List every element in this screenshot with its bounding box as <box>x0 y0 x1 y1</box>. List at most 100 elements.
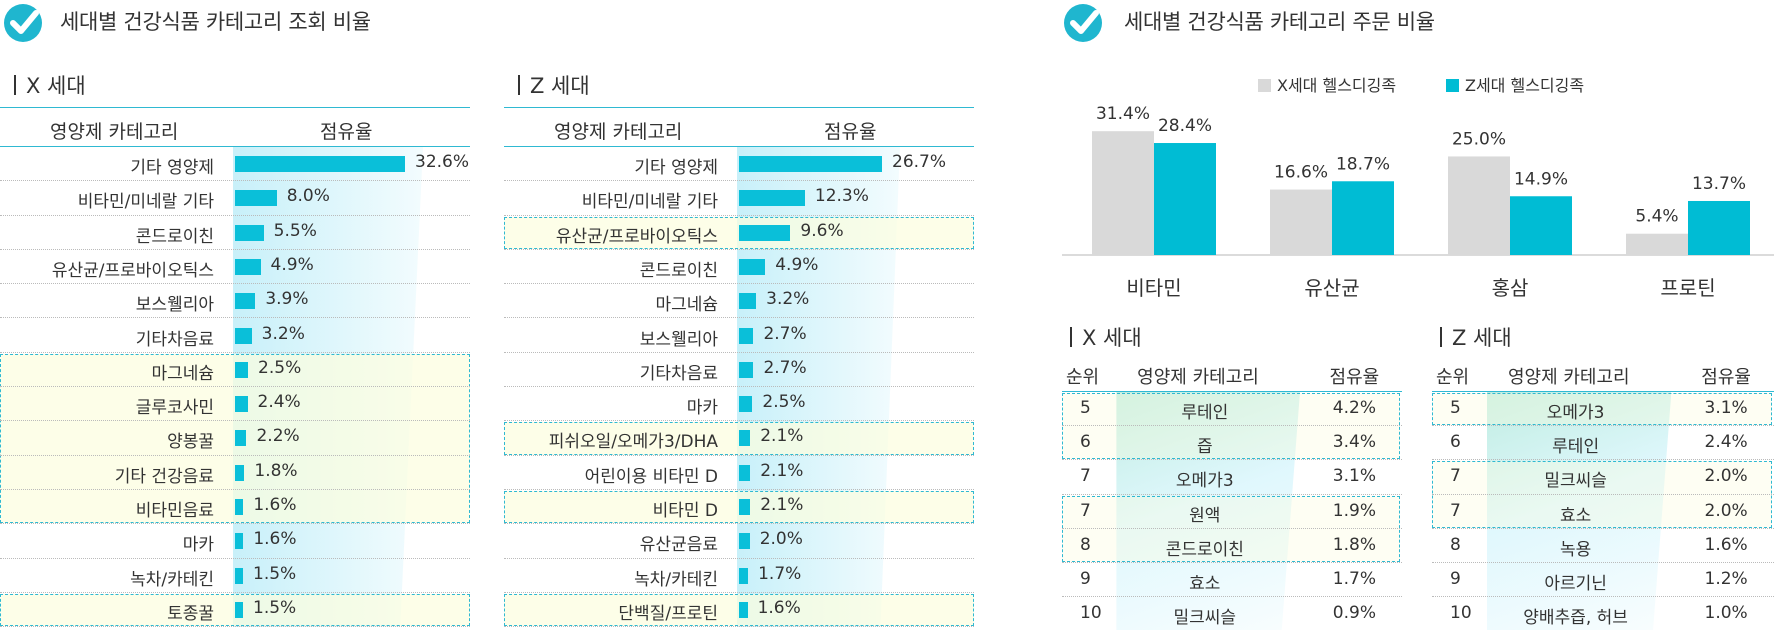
rank-value: 5 <box>1080 398 1091 418</box>
table-row: 유산균/프로바이오틱스 4.9% <box>0 250 470 285</box>
share-value: 1.7% <box>1332 569 1376 589</box>
header-share: 점유율 <box>1329 367 1380 388</box>
view-z-label: Z 세대 <box>518 70 590 100</box>
view-ratio-title: 세대별 건강식품 카테고리 조회 비율 <box>60 10 371 34</box>
category-label: 마카 <box>686 398 718 419</box>
check-circle-icon <box>4 4 42 42</box>
header-category: 영양제 카테고리 <box>1507 367 1630 388</box>
share-value: 2.4% <box>1704 432 1748 453</box>
check-circle-icon <box>1064 4 1102 42</box>
share-bar <box>235 293 256 310</box>
share-value: 5.5% <box>273 220 317 241</box>
category-label: 유산균음료 <box>639 535 718 556</box>
bar-value-label: 14.9% <box>1514 169 1568 189</box>
category-label: 글루코사민 <box>135 398 214 419</box>
share-value: 0.9% <box>1332 603 1376 624</box>
share-value: 8.0% <box>286 186 330 207</box>
rank-value: 8 <box>1080 534 1091 555</box>
share-bar <box>235 567 243 584</box>
share-value: 26.7% <box>892 152 947 172</box>
category-value: 오메가3 <box>1546 403 1605 423</box>
share-value: 9.6% <box>800 220 844 241</box>
legend-z-swatch <box>1446 79 1459 92</box>
table-row: 기타차음료 2.7% <box>504 353 974 388</box>
table-row: 기타 영양제 32.6% <box>0 147 470 182</box>
rank-value: 6 <box>1080 432 1091 453</box>
table-row: 양봉꿀 2.2% <box>0 421 470 456</box>
table-row: 단백질/프로틴 1.6% <box>504 593 974 628</box>
share-bar <box>235 361 249 378</box>
category-label: 마그네슘 <box>151 363 214 384</box>
share-value: 1.8% <box>1332 534 1376 555</box>
table-row: 마그네슘 3.2% <box>504 284 974 319</box>
category-value: 양배추즙, 허브 <box>1523 608 1628 629</box>
rank-value: 7 <box>1450 466 1461 487</box>
order-z-label: Z 세대 <box>1440 322 1512 352</box>
category-label: 기타 건강음료 <box>114 466 214 487</box>
table-row: 콘드로이친 5.5% <box>0 216 470 250</box>
category-value: 밀크씨슬 <box>1544 471 1607 492</box>
bar-value-label: 28.4% <box>1158 116 1212 136</box>
share-value: 2.2% <box>256 426 300 447</box>
table-row: 피쉬오일/오메가3/DHA 2.1% <box>504 421 974 456</box>
share-bar <box>235 327 252 344</box>
table-row: 7 밀크씨슬 2.0% <box>1432 460 1774 495</box>
table-row: 5 오메가3 3.1% <box>1432 392 1774 427</box>
table-row: 비타민/미네랄 기타 8.0% <box>0 181 470 216</box>
share-value: 3.2% <box>261 323 305 344</box>
legend-z: Z세대 헬스디깅족 <box>1446 72 1584 96</box>
highlight-box <box>1062 393 1400 460</box>
legend-x-swatch <box>1258 79 1271 92</box>
rank-value: 6 <box>1450 432 1461 453</box>
category-value: 루테인 <box>1181 403 1229 423</box>
share-value: 3.9% <box>265 289 309 310</box>
category-label: 비타민 D <box>652 501 718 521</box>
share-bar <box>739 361 754 378</box>
share-value: 1.6% <box>253 495 297 515</box>
header-category: 영양제 카테고리 <box>1137 367 1259 388</box>
share-value: 2.0% <box>1704 500 1748 521</box>
share-bar <box>235 190 277 207</box>
header-rank: 순위 <box>1066 367 1100 388</box>
share-bar <box>235 464 245 481</box>
share-bar <box>739 258 766 275</box>
table-row: 녹차/카테킨 1.5% <box>0 559 470 593</box>
table-row: 녹차/카테킨 1.7% <box>504 559 974 593</box>
share-value: 3.4% <box>1332 432 1376 453</box>
table-row: 비타민 D 2.1% <box>504 490 974 525</box>
share-value: 2.4% <box>257 392 301 413</box>
table-row: 9 효소 1.7% <box>1062 563 1402 598</box>
table-row: 기타차음료 3.2% <box>0 319 470 353</box>
table-row: 글루코사민 2.4% <box>0 387 470 422</box>
rank-value: 5 <box>1450 398 1461 418</box>
category-label: 마그네슘 <box>655 295 718 316</box>
share-value: 4.9% <box>775 254 819 275</box>
table-row: 콘드로이친 4.9% <box>504 250 974 285</box>
share-value: 2.7% <box>763 323 807 344</box>
view-x-label: X 세대 <box>14 70 86 100</box>
bar-x-0 <box>1092 131 1154 255</box>
category-label: 토종꿀 <box>167 603 214 624</box>
share-bar <box>235 430 247 447</box>
share-value: 1.5% <box>253 563 297 584</box>
table-row: 8 녹용 1.6% <box>1432 529 1774 563</box>
table-row: 5 루테인 4.2% <box>1062 392 1402 427</box>
share-value: 3.1% <box>1332 466 1376 487</box>
category-label: 마카 <box>182 535 214 556</box>
share-value: 1.6% <box>757 597 801 618</box>
category-value: 녹용 <box>1559 539 1592 560</box>
header-rank: 순위 <box>1436 367 1470 388</box>
share-value: 2.0% <box>759 529 803 550</box>
category-value: 즙 <box>1196 437 1213 458</box>
category-label: 단백질/프로틴 <box>618 603 718 624</box>
share-bar <box>739 293 757 310</box>
table-header: 순위 영양제 카테고리 점유율 <box>1062 356 1402 392</box>
table-header: 순위 영양제 카테고리 점유율 <box>1432 356 1774 392</box>
legend-x: X세대 헬스디깅족 <box>1258 72 1396 96</box>
bar-value-label: 31.4% <box>1096 104 1150 124</box>
highlight-box <box>504 593 974 627</box>
category-tick-label: 프로틴 <box>1660 276 1715 300</box>
table-row: 6 루테인 2.4% <box>1432 426 1774 461</box>
table-row: 7 원액 1.9% <box>1062 495 1402 529</box>
share-bar <box>739 464 751 481</box>
